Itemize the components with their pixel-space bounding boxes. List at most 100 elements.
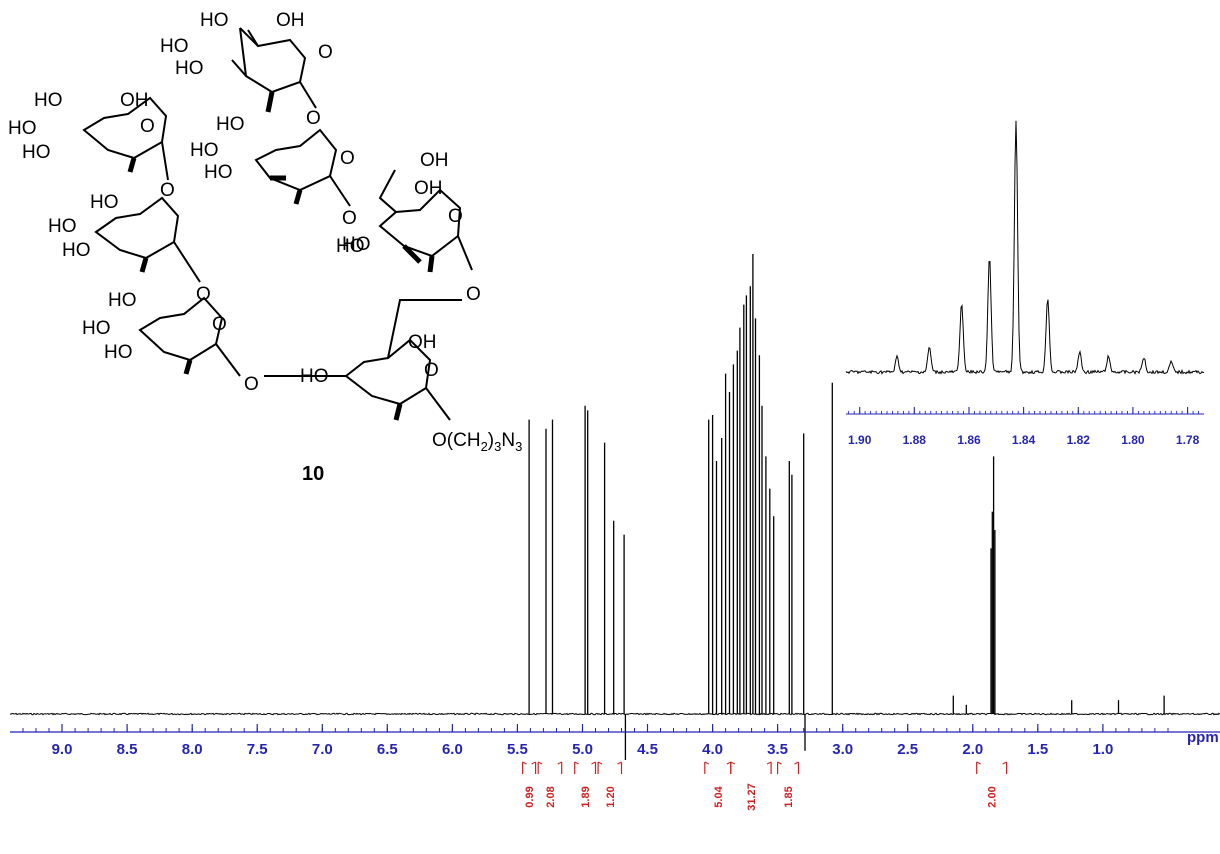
integral-hook — [704, 761, 732, 765]
label-ho: HO — [200, 10, 229, 31]
integral: 2.00 — [976, 761, 1008, 808]
inset-tick-label: 1.86 — [957, 433, 981, 447]
inset-peak — [1171, 361, 1172, 362]
label-ho: HO — [160, 36, 189, 57]
x-tick-label: 2.0 — [962, 741, 983, 758]
label-o: O — [196, 284, 211, 305]
integral-hook — [976, 761, 1007, 765]
label-o: O — [342, 208, 357, 229]
integral: 5.04 — [704, 761, 732, 808]
main-spectrum: 9.0 8.5 8.0 7.5 7.0 6.5 6.0 5.5 5.0 4.5 4.0 3.5 3.0 2… — [9, 254, 1220, 811]
integral-markers: 0.99 2.08 1.89 1.20 5.04 31.27 1.85 2.00 — [522, 761, 1008, 811]
integral: 2.08 — [537, 761, 563, 808]
integral-hook — [537, 761, 562, 765]
integral-bracket — [522, 762, 537, 774]
label-ho: HO — [62, 240, 91, 261]
label-ho: HO — [175, 58, 204, 79]
integral-bracket — [597, 762, 623, 774]
integral: 1.20 — [597, 761, 623, 808]
x-tick-label: 4.5 — [637, 741, 658, 758]
integral-hook — [574, 761, 596, 765]
label-o: O — [212, 314, 227, 335]
integral-value: 31.27 — [746, 783, 758, 811]
inset-tick-label: 1.82 — [1067, 433, 1091, 447]
integral: 31.27 — [730, 761, 772, 811]
label-ho: HO — [104, 342, 133, 363]
x-tick-label: 1.5 — [1027, 741, 1048, 758]
integral: 1.85 — [777, 761, 800, 808]
inset-tick-label: 1.78 — [1176, 433, 1200, 447]
ring-g — [264, 299, 462, 421]
compound-number: 10 — [302, 463, 324, 485]
ring-e — [94, 196, 201, 283]
label-ho: HO — [108, 290, 137, 311]
inset-x-axis: 1.90 1.88 1.86 1.84 1.82 1.80 1.78 — [846, 407, 1204, 447]
ring-a — [231, 27, 317, 113]
integral-hook — [777, 761, 799, 765]
ring-c — [378, 169, 473, 273]
integral-bracket — [777, 762, 800, 774]
inset-tick-label: 1.84 — [1012, 433, 1036, 447]
integral-bracket — [976, 762, 1008, 774]
label-o: O — [160, 180, 175, 201]
x-tick-label: 4.0 — [702, 741, 723, 758]
label-ho: HO — [48, 216, 77, 237]
x-axis-label: ppm — [1187, 729, 1219, 746]
x-tick-label: 1.0 — [1092, 741, 1113, 758]
label-ho: HO — [82, 318, 111, 339]
x-tick-label: 3.0 — [832, 741, 853, 758]
label-o: O — [140, 116, 155, 137]
x-tick-label: 8.0 — [182, 741, 203, 758]
label-o: O — [448, 206, 463, 227]
label-ho: HO — [22, 142, 51, 163]
inset-peak — [1108, 356, 1109, 357]
integral-value: 0.99 — [524, 786, 536, 807]
label-o: O — [340, 148, 355, 169]
integral-hook — [730, 761, 772, 765]
x-tick-label: 3.5 — [767, 741, 788, 758]
label-o: O — [466, 284, 481, 305]
x-tick-label: 7.5 — [247, 741, 268, 758]
x-tick-label: 6.5 — [377, 741, 398, 758]
integral: 1.89 — [574, 761, 597, 808]
integral-value: 5.04 — [713, 785, 725, 807]
aglycone-label: O(CH2)3N3 — [432, 430, 522, 454]
integral-value: 1.85 — [783, 786, 795, 807]
x-tick-label: 5.0 — [572, 741, 593, 758]
x-tick-label: 9.0 — [52, 741, 73, 758]
label-o: O — [424, 360, 439, 381]
label-oh: OH — [120, 90, 149, 111]
label-ho: HO — [336, 236, 365, 257]
x-tick-label: 2.5 — [897, 741, 918, 758]
x-tick-label: 7.0 — [312, 741, 333, 758]
inset-peak — [1015, 121, 1016, 122]
inset-peak — [961, 301, 962, 302]
label-o: O — [318, 42, 333, 63]
main-x-axis: 9.0 8.5 8.0 7.5 7.0 6.5 6.0 5.5 5.0 4.5 4.0 3.5 3.0 2… — [10, 724, 1220, 758]
integral-bracket — [537, 762, 563, 774]
label-oh: OH — [420, 150, 449, 171]
label-ho: HO — [8, 118, 37, 139]
integral-bracket — [574, 762, 597, 774]
integral-value: 1.20 — [605, 786, 617, 807]
label-ho: HO — [34, 90, 63, 111]
inset-peak — [897, 356, 898, 357]
label-oh: OH — [408, 332, 437, 353]
inset-expansion: 1.90 1.88 1.86 1.84 1.82 1.80 1.78 — [845, 120, 1205, 447]
baseline — [9, 712, 1220, 716]
x-tick-label: 6.0 — [442, 741, 463, 758]
ring-d — [82, 96, 169, 181]
label-oh: OH — [276, 10, 305, 31]
label-ho: HO — [342, 234, 371, 255]
integral-hook — [522, 761, 536, 765]
label-ho: HO — [204, 162, 233, 183]
integral: 0.99 — [522, 761, 537, 808]
inset-peak — [929, 346, 930, 347]
inset-peak — [1143, 356, 1144, 357]
inset-trace — [845, 120, 1205, 375]
inset-peak — [1079, 351, 1080, 352]
integral-bracket — [730, 762, 772, 774]
integral-value: 2.08 — [545, 786, 557, 807]
x-tick-label: 8.5 — [117, 741, 138, 758]
